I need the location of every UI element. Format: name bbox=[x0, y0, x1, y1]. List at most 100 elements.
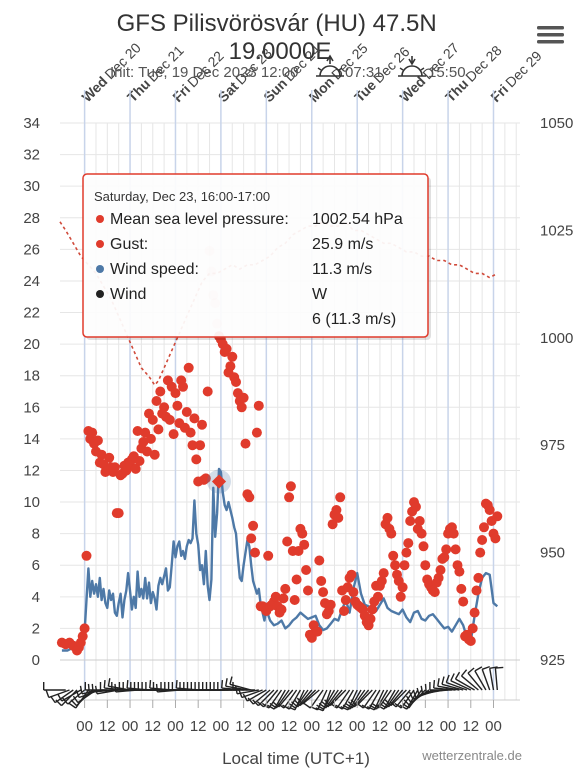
wind-barb-shaft bbox=[302, 689, 320, 705]
gust-point bbox=[280, 583, 291, 594]
wind-barb-flag bbox=[282, 704, 290, 710]
wind-barb-flag bbox=[381, 701, 389, 708]
wind-barb bbox=[45, 689, 70, 699]
gust-point bbox=[325, 599, 336, 610]
wind-barb-flag bbox=[371, 702, 380, 709]
gust-point bbox=[178, 381, 188, 392]
wind-barb-flag bbox=[389, 701, 397, 708]
x-axis-label: Local time (UTC+1) bbox=[222, 749, 370, 768]
gust-point bbox=[333, 512, 344, 523]
y-right-tick-label: 925 bbox=[540, 652, 565, 669]
wind-barb bbox=[433, 680, 456, 691]
gust-point bbox=[149, 449, 160, 460]
wind-barb-flag bbox=[467, 667, 475, 674]
gust-point bbox=[456, 583, 467, 594]
wind-barb-shaft bbox=[494, 668, 498, 691]
hamburger-menu-icon[interactable] bbox=[537, 24, 565, 46]
wind-barb-flag bbox=[481, 665, 490, 670]
tooltip-row-value: 25.9 m/s bbox=[312, 236, 373, 253]
y-left-tick-label: 16 bbox=[23, 399, 40, 416]
wind-barb bbox=[318, 689, 339, 709]
wind-barb-shaft bbox=[461, 675, 479, 691]
wind-barb bbox=[437, 678, 460, 691]
wind-barb bbox=[50, 689, 74, 704]
gust-point bbox=[388, 550, 399, 561]
y-left-tick-label: 28 bbox=[23, 210, 40, 227]
wind-barb bbox=[445, 674, 468, 691]
gust-point bbox=[170, 388, 181, 399]
wind-barb-flag bbox=[291, 701, 299, 708]
y-right-tick-label: 1000 bbox=[540, 330, 573, 347]
gust-point bbox=[104, 452, 115, 463]
wind-barb bbox=[247, 689, 271, 705]
wind-barb bbox=[376, 689, 396, 710]
gust-point bbox=[251, 427, 262, 438]
wind-barb-flag bbox=[379, 702, 387, 709]
gust-point bbox=[365, 613, 376, 624]
y-left-tick-label: 30 bbox=[23, 178, 40, 195]
wind-barb-shaft bbox=[329, 689, 347, 707]
wind-barb-flag bbox=[335, 704, 343, 710]
gust-point bbox=[492, 511, 503, 522]
gust-point bbox=[473, 572, 484, 583]
gust-point bbox=[153, 424, 164, 435]
wind-barb-flag bbox=[155, 683, 158, 692]
wind-barb-shaft bbox=[481, 669, 491, 691]
tooltip-row-value: 1002.54 hPa bbox=[312, 211, 403, 228]
wind-barb-shaft bbox=[246, 689, 267, 702]
credit-text[interactable]: wetterzentrale.de bbox=[421, 748, 522, 763]
wind-barb-flag bbox=[321, 701, 329, 708]
wind-barb bbox=[330, 689, 351, 709]
gust-point bbox=[200, 473, 211, 484]
wind-barb bbox=[384, 689, 407, 707]
gust-point bbox=[187, 440, 198, 451]
gust-point bbox=[77, 631, 88, 642]
gust-point bbox=[263, 550, 274, 561]
gust-point bbox=[202, 386, 213, 397]
wind-barb-flag bbox=[460, 669, 468, 677]
wind-barb bbox=[316, 689, 336, 710]
wind-barb-flag bbox=[441, 676, 445, 685]
wind-barb-flag bbox=[149, 680, 152, 689]
gust-point bbox=[458, 596, 469, 607]
wind-barb-flag bbox=[412, 689, 417, 698]
wind-barb-flag bbox=[229, 676, 233, 685]
wind-barb-shaft bbox=[356, 689, 373, 707]
gust-point bbox=[303, 585, 313, 596]
x-tick-label: 12 bbox=[372, 718, 389, 735]
day-name: Wed bbox=[78, 73, 110, 105]
y-right-tick-label: 1050 bbox=[540, 115, 573, 132]
gust-point bbox=[81, 550, 92, 561]
wind-barb-flag bbox=[433, 680, 436, 689]
gust-point bbox=[367, 604, 378, 615]
gust-point bbox=[246, 533, 257, 544]
gust-point bbox=[236, 402, 247, 413]
chart-title-line-2: 19.0000E bbox=[229, 38, 332, 65]
x-tick-label: 12 bbox=[144, 718, 161, 735]
gust-point bbox=[227, 351, 238, 362]
x-axis: 00 12 00 12 00 12 00 12 00 12 00 12 00 12 00 12 00 12 00 bbox=[76, 700, 502, 735]
wind-barb-shaft bbox=[297, 689, 313, 708]
gust-point bbox=[238, 392, 249, 403]
wind-barb-flag bbox=[94, 685, 98, 694]
wind-barb-flag bbox=[416, 687, 420, 696]
tooltip-header: Saturday, Dec 23, 16:00-17:00 bbox=[94, 189, 270, 204]
wind-barb-flag bbox=[277, 702, 285, 709]
wind-barb-flag bbox=[445, 674, 450, 683]
wind-barb-flag bbox=[330, 702, 338, 709]
gust-point bbox=[433, 572, 444, 583]
subtitle-sunrise: 07:31 bbox=[345, 64, 383, 81]
gust-point bbox=[403, 538, 414, 549]
wind-barb-flag bbox=[454, 671, 461, 680]
wind-barb-flag bbox=[424, 683, 427, 692]
sunset-icon bbox=[398, 56, 426, 77]
wind-barb bbox=[381, 689, 404, 708]
gust-point bbox=[197, 419, 207, 430]
wind-barb-flag bbox=[256, 701, 265, 708]
wind-barb-shaft bbox=[455, 678, 475, 691]
wind-barb-shaft bbox=[441, 683, 464, 691]
gust-point bbox=[248, 520, 259, 531]
wind-barb-flag bbox=[342, 704, 351, 710]
wind-barb-flag bbox=[57, 693, 63, 702]
wind-barb-flag bbox=[361, 704, 370, 710]
